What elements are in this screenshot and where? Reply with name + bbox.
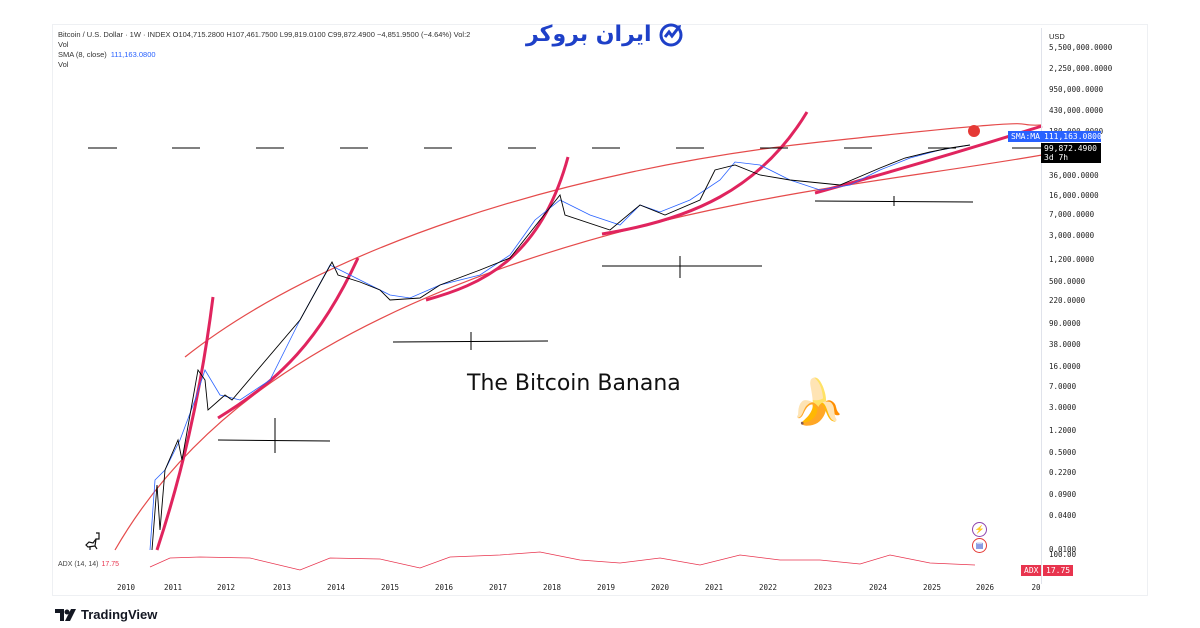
- price-axis[interactable]: USD 5,500,000.0000 2,250,000.0000 950,00…: [1041, 28, 1148, 584]
- price-tick: 500.0000: [1049, 277, 1086, 286]
- cycle-curve-2014: [217, 257, 360, 420]
- year-tick: 2020: [650, 583, 670, 592]
- price-tick: 0.0400: [1049, 511, 1077, 520]
- price-tick: 3,000.0000: [1049, 231, 1095, 240]
- currency-label: USD: [1049, 32, 1065, 41]
- price-tick: 3.0000: [1049, 403, 1077, 412]
- year-tick: 2013: [272, 583, 292, 592]
- price-tick: 16.0000: [1049, 362, 1081, 371]
- year-tick: 2010: [116, 583, 136, 592]
- year-tick: 2018: [542, 583, 562, 592]
- price-tick: 950,000.0000: [1049, 85, 1104, 94]
- adx-legend[interactable]: ADX (14, 14) 17.75: [58, 561, 119, 568]
- sma-legend[interactable]: SMA (8, close) 111,163.0800: [58, 50, 156, 59]
- year-tick: 2014: [326, 583, 346, 592]
- price-tick: 220.0000: [1049, 296, 1086, 305]
- banana-icon[interactable]: 🍌: [790, 378, 845, 427]
- year-tick: 2011: [163, 583, 183, 592]
- chart-annotation-title[interactable]: The Bitcoin Banana: [467, 371, 681, 396]
- close-price-tag: 99,872.4900 3d 7h: [1041, 143, 1101, 163]
- tradingview-text: TradingView: [81, 607, 158, 622]
- price-tick: 7,000.0000: [1049, 210, 1095, 219]
- price-tick: 2,250,000.0000: [1049, 64, 1113, 73]
- adx-tag-label: ADX: [1021, 565, 1042, 576]
- chart-frame: [52, 24, 1148, 596]
- time-axis[interactable]: 2010 2011 2012 2013 2014 2015 2016 2017 …: [52, 582, 1042, 596]
- upper-band-curve: [184, 123, 1043, 358]
- chart-legend: Bitcoin / U.S. Dollar · 1W · INDEX O104,…: [58, 30, 470, 70]
- symbol-ohlc-line: Bitcoin / U.S. Dollar · 1W · INDEX O104,…: [58, 30, 471, 39]
- price-tick: 0.0900: [1049, 490, 1077, 499]
- price-tick: 5,500,000.0000: [1049, 43, 1113, 52]
- price-tick: 38.0000: [1049, 340, 1081, 349]
- sma-price-tag: 111,163.0800: [1041, 131, 1102, 142]
- year-tick: 2024: [868, 583, 888, 592]
- lightning-event-icon[interactable]: ⚡: [972, 522, 987, 537]
- range-markers: [217, 196, 974, 453]
- year-tick: 2025: [922, 583, 942, 592]
- year-tick: 2015: [380, 583, 400, 592]
- cycle-curve-2011: [155, 296, 215, 551]
- tradingview-icon: [55, 608, 76, 621]
- sma-line: [149, 144, 971, 551]
- cycle-curve-2021: [601, 111, 809, 236]
- sma-tag-label: SMA:MA: [1008, 131, 1043, 142]
- adx-axis-tick: 100.00: [1049, 550, 1077, 559]
- vol-label-2: Vol: [58, 60, 69, 69]
- price-line: [151, 144, 971, 551]
- year-tick: 2017: [488, 583, 508, 592]
- us-flag-event-icon[interactable]: ▤: [972, 538, 987, 553]
- adx-tag-value: 17.75: [1043, 565, 1074, 576]
- tradingview-logo[interactable]: TradingView: [55, 607, 157, 622]
- vol-label: Vol: [58, 40, 69, 49]
- alert-dot: [968, 125, 980, 137]
- year-tick: 2012: [216, 583, 236, 592]
- adx-line: [149, 551, 976, 571]
- price-tick: 1,200.0000: [1049, 255, 1095, 264]
- year-tick: 2019: [596, 583, 616, 592]
- brand-logo: ایران بروکر: [526, 18, 686, 50]
- dino-icon[interactable]: [84, 531, 102, 551]
- lower-band-curve: [114, 154, 1043, 551]
- year-tick: 2021: [704, 583, 724, 592]
- year-tick: 2026: [975, 583, 995, 592]
- price-tick: 0.2200: [1049, 468, 1077, 477]
- year-tick: 20: [1031, 583, 1041, 592]
- brand-name: ایران بروکر: [526, 21, 652, 47]
- price-tick: 0.5000: [1049, 448, 1077, 457]
- price-tick: 16,000.0000: [1049, 191, 1099, 200]
- price-tick: 0.0100: [1049, 545, 1077, 554]
- price-tick: 36,000.0000: [1049, 171, 1099, 180]
- price-tick: 90.0000: [1049, 319, 1081, 328]
- price-tick: 1.2000: [1049, 426, 1077, 435]
- price-tick: 430,000.0000: [1049, 106, 1104, 115]
- price-tick: 7.0000: [1049, 382, 1077, 391]
- cycle-curve-2017: [425, 156, 570, 302]
- year-tick: 2023: [813, 583, 833, 592]
- year-tick: 2016: [434, 583, 454, 592]
- year-tick: 2022: [758, 583, 778, 592]
- growth-chart-icon: [659, 23, 683, 47]
